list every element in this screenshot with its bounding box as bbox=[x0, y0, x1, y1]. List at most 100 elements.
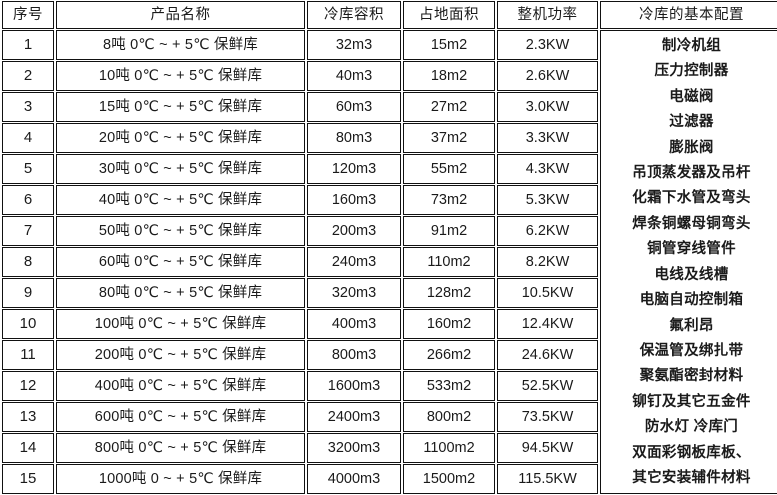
cell-volume: 320m3 bbox=[307, 278, 401, 308]
configuration-item: 电脑自动控制箱 bbox=[639, 292, 744, 309]
cell-area: 55m2 bbox=[403, 154, 495, 184]
configuration-item: 铆钉及其它五金件 bbox=[632, 393, 751, 410]
column-header-volume: 冷库容积 bbox=[307, 1, 401, 29]
table-row: 7 50吨 0℃ ~ + 5℃ 保鲜库 200m3 91m2 6.2KW bbox=[2, 216, 777, 246]
configuration-item: 其它安装辅件材料 bbox=[632, 470, 751, 487]
table-row: 4 20吨 0℃ ~ + 5℃ 保鲜库 80m3 37m2 3.3KW bbox=[2, 123, 777, 153]
cell-power: 3.3KW bbox=[497, 123, 598, 153]
cell-power: 24.6KW bbox=[497, 340, 598, 370]
cell-product-name: 200吨 0℃ ~ + 5℃ 保鲜库 bbox=[56, 340, 305, 370]
cell-index: 8 bbox=[2, 247, 54, 277]
configuration-item: 焊条铜螺母铜弯头 bbox=[632, 215, 751, 232]
cell-volume: 2400m3 bbox=[307, 402, 401, 432]
table-header-row: 序号 产品名称 冷库容积 占地面积 整机功率 冷库的基本配置 bbox=[2, 1, 777, 29]
cell-product-name: 15吨 0℃ ~ + 5℃ 保鲜库 bbox=[56, 92, 305, 122]
cell-product-name: 40吨 0℃ ~ + 5℃ 保鲜库 bbox=[56, 185, 305, 215]
cell-index: 13 bbox=[2, 402, 54, 432]
cell-volume: 1600m3 bbox=[307, 371, 401, 401]
table-row: 11 200吨 0℃ ~ + 5℃ 保鲜库 800m3 266m2 24.6KW bbox=[2, 340, 777, 370]
cell-index: 2 bbox=[2, 61, 54, 91]
cell-power: 6.2KW bbox=[497, 216, 598, 246]
cell-index: 3 bbox=[2, 92, 54, 122]
table-row: 8 60吨 0℃ ~ + 5℃ 保鲜库 240m3 110m2 8.2KW bbox=[2, 247, 777, 277]
cell-volume: 80m3 bbox=[307, 123, 401, 153]
cell-volume: 240m3 bbox=[307, 247, 401, 277]
cell-product-name: 80吨 0℃ ~ + 5℃ 保鲜库 bbox=[56, 278, 305, 308]
table-row: 5 30吨 0℃ ~ + 5℃ 保鲜库 120m3 55m2 4.3KW bbox=[2, 154, 777, 184]
cell-power: 4.3KW bbox=[497, 154, 598, 184]
table-row: 13 600吨 0℃ ~ + 5℃ 保鲜库 2400m3 800m2 73.5KW bbox=[2, 402, 777, 432]
cell-volume: 200m3 bbox=[307, 216, 401, 246]
table-row: 6 40吨 0℃ ~ + 5℃ 保鲜库 160m3 73m2 5.3KW bbox=[2, 185, 777, 215]
cell-product-name: 8吨 0℃ ~ + 5℃ 保鲜库 bbox=[56, 30, 305, 60]
cell-product-name: 100吨 0℃ ~ + 5℃ 保鲜库 bbox=[56, 309, 305, 339]
cell-power: 12.4KW bbox=[497, 309, 598, 339]
cell-product-name: 30吨 0℃ ~ + 5℃ 保鲜库 bbox=[56, 154, 305, 184]
configuration-item: 铜管穿线管件 bbox=[647, 241, 736, 258]
cell-volume: 120m3 bbox=[307, 154, 401, 184]
table-row: 12 400吨 0℃ ~ + 5℃ 保鲜库 1600m3 533m2 52.5KW bbox=[2, 371, 777, 401]
cell-area: 1100m2 bbox=[403, 433, 495, 463]
cell-area: 533m2 bbox=[403, 371, 495, 401]
cell-area: 266m2 bbox=[403, 340, 495, 370]
table-row: 10 100吨 0℃ ~ + 5℃ 保鲜库 400m3 160m2 12.4KW bbox=[2, 309, 777, 339]
cell-index: 10 bbox=[2, 309, 54, 339]
configuration-item: 压力控制器 bbox=[654, 63, 729, 80]
cell-product-name: 400吨 0℃ ~ + 5℃ 保鲜库 bbox=[56, 371, 305, 401]
cell-area: 91m2 bbox=[403, 216, 495, 246]
table-row: 3 15吨 0℃ ~ + 5℃ 保鲜库 60m3 27m2 3.0KW bbox=[2, 92, 777, 122]
cell-area: 18m2 bbox=[403, 61, 495, 91]
cell-area: 800m2 bbox=[403, 402, 495, 432]
cell-index: 14 bbox=[2, 433, 54, 463]
configuration-item: 防水灯 冷库门 bbox=[644, 419, 739, 436]
cell-volume: 3200m3 bbox=[307, 433, 401, 463]
cell-index: 6 bbox=[2, 185, 54, 215]
cell-basic-configuration: 制冷机组 压力控制器 电磁阀 过滤器 膨胀阀 吊顶蒸发器及吊杆 化霜下水管及弯头 焊条铜螺母铜… bbox=[600, 30, 777, 494]
table-body: 1 8吨 0℃ ~ + 5℃ 保鲜库 32m3 15m2 2.3KW 制冷机组 压力控制器电… bbox=[2, 30, 777, 494]
cell-power: 8.2KW bbox=[497, 247, 598, 277]
column-header-area: 占地面积 bbox=[403, 1, 495, 29]
configuration-item: 保温管及绑扎带 bbox=[639, 343, 744, 359]
table-header: 序号 产品名称 冷库容积 占地面积 整机功率 冷库的基本配置 bbox=[2, 1, 777, 29]
cell-area: 37m2 bbox=[403, 123, 495, 153]
cell-index: 4 bbox=[2, 123, 54, 153]
cell-power: 3.0KW bbox=[497, 92, 598, 122]
configuration-item: 电磁阀 bbox=[669, 88, 714, 105]
table-row: 1 8吨 0℃ ~ + 5℃ 保鲜库 32m3 15m2 2.3KW 制冷机组 压力控制器电… bbox=[2, 30, 777, 494]
cell-index: 5 bbox=[2, 154, 54, 184]
cell-power: 52.5KW bbox=[497, 371, 598, 401]
configuration-item: 聚氨酯密封材料 bbox=[639, 368, 744, 385]
cell-area: 110m2 bbox=[403, 247, 495, 277]
cell-power: 2.6KW bbox=[497, 61, 598, 91]
configuration-item: 吊顶蒸发器及吊杆 bbox=[632, 164, 751, 181]
configuration-item: 双面彩钢板库板、 bbox=[632, 444, 751, 461]
column-header-power: 整机功率 bbox=[497, 1, 598, 29]
cell-product-name: 800吨 0℃ ~ + 5℃ 保鲜库 bbox=[56, 433, 305, 463]
cell-area: 73m2 bbox=[403, 185, 495, 215]
configuration-item: 膨胀阀 bbox=[669, 139, 714, 156]
configuration-list: 制冷机组 压力控制器 电磁阀 过滤器 膨胀阀 吊顶蒸发器及吊杆 化霜下水管及弯头 焊条铜螺母铜… bbox=[601, 32, 777, 492]
configuration-item: 过滤器 bbox=[669, 114, 714, 131]
cell-index: 11 bbox=[2, 340, 54, 370]
cell-area: 27m2 bbox=[403, 92, 495, 122]
configuration-item: 电线及线槽 bbox=[654, 266, 729, 283]
cell-product-name: 20吨 0℃ ~ + 5℃ 保鲜库 bbox=[56, 123, 305, 153]
cell-product-name: 600吨 0℃ ~ + 5℃ 保鲜库 bbox=[56, 402, 305, 432]
column-header-index: 序号 bbox=[2, 1, 54, 29]
table-row: 2 10吨 0℃ ~ + 5℃ 保鲜库 40m3 18m2 2.6KW bbox=[2, 61, 777, 91]
cell-area: 15m2 bbox=[403, 30, 495, 60]
column-header-config: 冷库的基本配置 bbox=[600, 1, 777, 29]
cell-power: 73.5KW bbox=[497, 402, 598, 432]
cell-power: 2.3KW bbox=[497, 30, 598, 60]
cell-power: 10.5KW bbox=[497, 278, 598, 308]
cell-index: 12 bbox=[2, 371, 54, 401]
cell-volume: 32m3 bbox=[307, 30, 401, 60]
cell-product-name: 60吨 0℃ ~ + 5℃ 保鲜库 bbox=[56, 247, 305, 277]
cell-product-name: 10吨 0℃ ~ + 5℃ 保鲜库 bbox=[56, 61, 305, 91]
cell-volume: 160m3 bbox=[307, 185, 401, 215]
cell-power: 5.3KW bbox=[497, 185, 598, 215]
cell-volume: 400m3 bbox=[307, 309, 401, 339]
cell-volume: 60m3 bbox=[307, 92, 401, 122]
table-row: 9 80吨 0℃ ~ + 5℃ 保鲜库 320m3 128m2 10.5KW bbox=[2, 278, 777, 308]
